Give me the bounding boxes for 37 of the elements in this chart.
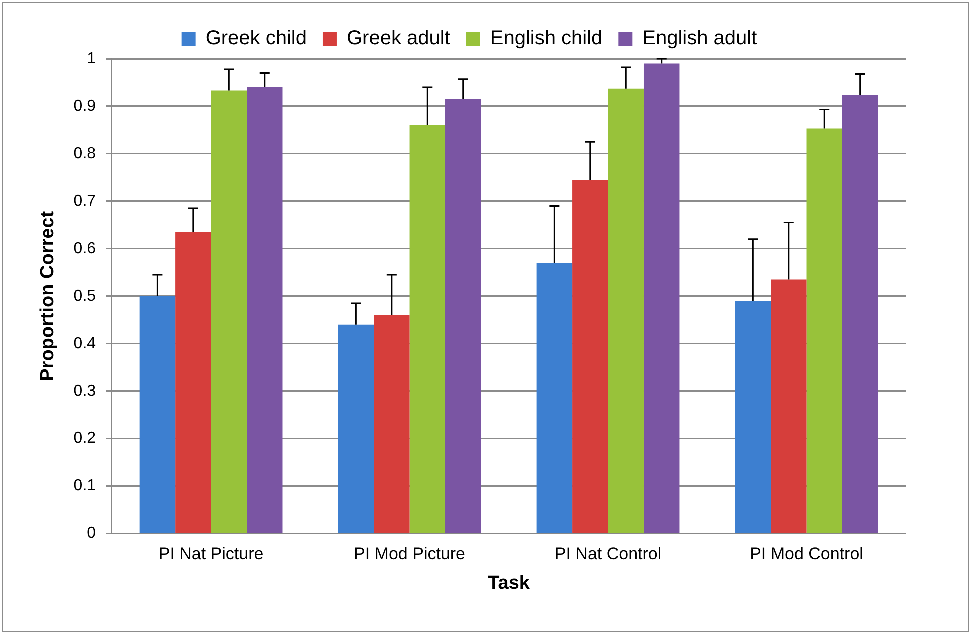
- y-tick-label: 0.7: [74, 192, 96, 210]
- legend-label: Greek child: [206, 28, 307, 50]
- bar: [735, 301, 772, 534]
- x-tick-label: PI Nat Control: [554, 544, 662, 564]
- x-tick-label: PI Mod Picture: [354, 544, 466, 564]
- x-axis-title: Task: [488, 572, 530, 594]
- legend-label: Greek adult: [346, 28, 451, 50]
- bar: [410, 125, 446, 534]
- bar: [446, 99, 482, 534]
- bar: [572, 180, 608, 534]
- bar: [806, 128, 842, 534]
- y-tick-label: 1: [87, 50, 96, 68]
- bar: [247, 87, 283, 534]
- bar: [176, 232, 212, 534]
- y-tick-label: 0.8: [74, 145, 96, 162]
- bar: [842, 96, 878, 534]
- bar: [374, 315, 410, 534]
- y-tick-label: 0.1: [74, 478, 96, 495]
- y-axis-title: Proportion Correct: [38, 210, 59, 382]
- y-tick-label: 0: [87, 525, 96, 542]
- bar: [536, 263, 573, 534]
- bar: [644, 64, 680, 534]
- bar: [608, 88, 644, 534]
- y-tick-label: 0.6: [74, 240, 96, 258]
- bar: [771, 280, 807, 534]
- bar: [338, 324, 374, 534]
- y-tick-label: 0.9: [74, 98, 96, 115]
- y-tick-label: 0.4: [74, 335, 96, 352]
- y-tick-label: 0.5: [74, 288, 96, 305]
- legend-label: English adult: [642, 28, 758, 50]
- x-tick-label: PI Mod Control: [750, 544, 864, 564]
- y-tick-label: 0.3: [74, 382, 96, 400]
- x-tick-label: PI Nat Picture: [158, 544, 264, 564]
- legend-label: English child: [490, 28, 603, 50]
- bar: [211, 90, 248, 534]
- bar: [140, 296, 176, 534]
- y-tick-label: 0.2: [74, 430, 96, 448]
